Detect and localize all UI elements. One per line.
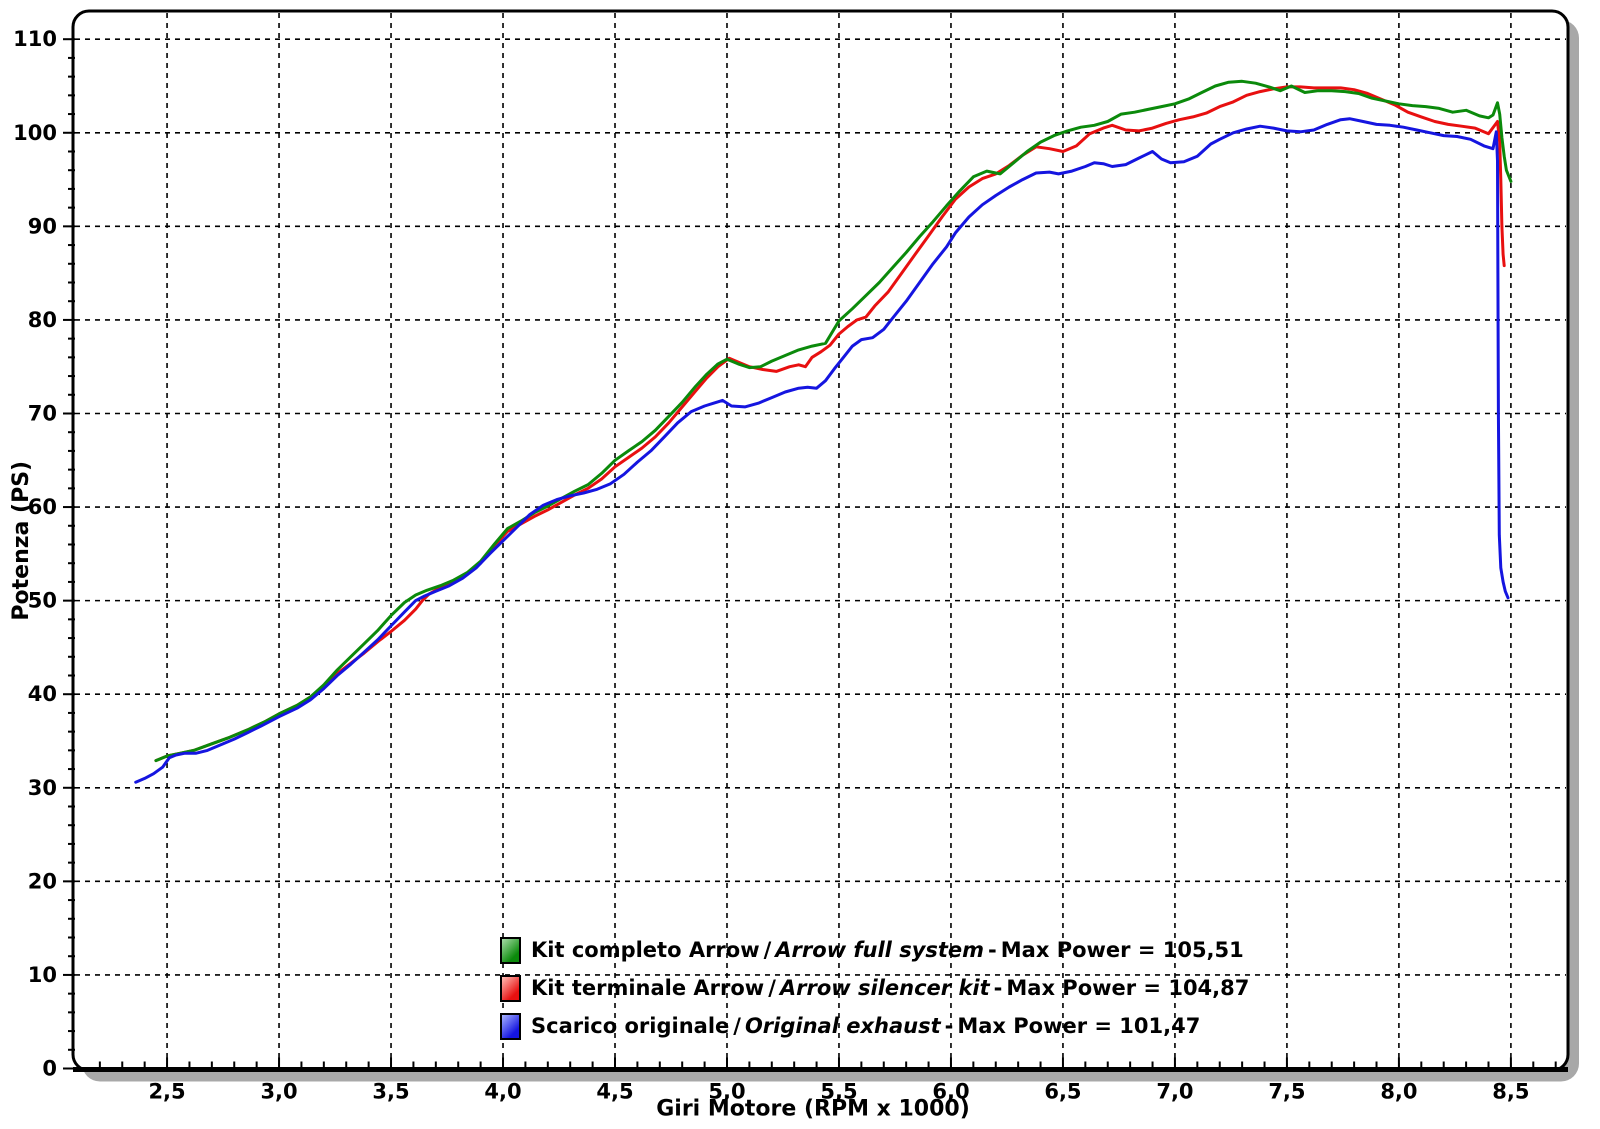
legend-name-english: Arrow silencer kit	[779, 976, 990, 1000]
y-tick-label: 20	[28, 869, 57, 893]
x-axis-title: Giri Motore (RPM x 1000)	[656, 1097, 970, 1122]
x-tick-label: 2,5	[148, 1080, 185, 1104]
legend-label: Scarico originale / Original exhaust - Max P…	[531, 1014, 1200, 1038]
legend-swatch-silencer-kit	[500, 974, 521, 1002]
legend-name-english: Arrow full system	[775, 938, 985, 962]
legend-item: Kit completo Arrow / Arrow full system - Max…	[500, 936, 1249, 964]
y-tick-label: 10	[28, 963, 57, 987]
legend-item: Kit terminale Arrow / Arrow silencer kit - M…	[500, 974, 1249, 1002]
legend-name-italian: Kit terminale Arrow	[531, 976, 765, 1000]
y-tick-label: 110	[13, 27, 57, 51]
y-tick-label: 0	[42, 1057, 57, 1081]
legend: Kit completo Arrow / Arrow full system - Max…	[500, 936, 1249, 1040]
x-tick-label: 6,0	[932, 1080, 969, 1104]
legend-dash: -	[993, 976, 1003, 1000]
x-tick-label: 7,5	[1268, 1080, 1305, 1104]
x-tick-label: 6,5	[1044, 1080, 1081, 1104]
x-tick-label: 7,0	[1156, 1080, 1193, 1104]
legend-dash: -	[988, 938, 997, 962]
legend-name-english: Original exhaust	[744, 1014, 941, 1038]
legend-max-power: Max Power = 105,51	[1000, 938, 1244, 962]
y-tick-label: 40	[28, 682, 57, 706]
legend-item: Scarico originale / Original exhaust - Max P…	[500, 1012, 1249, 1040]
legend-label: Kit terminale Arrow / Arrow silencer kit - M…	[531, 976, 1249, 1000]
legend-separator: /	[733, 1014, 741, 1038]
series-curve-1	[154, 79, 1513, 763]
legend-label: Kit completo Arrow / Arrow full system - Max…	[531, 938, 1244, 962]
series-curve-2	[134, 117, 1510, 784]
y-tick-label: 90	[28, 214, 57, 238]
y-tick-label: 50	[28, 589, 57, 613]
legend-dash: -	[944, 1014, 954, 1038]
x-tick-label: 4,5	[596, 1080, 633, 1104]
y-tick-label: 70	[28, 401, 57, 425]
x-tick-label: 8,5	[1492, 1080, 1529, 1104]
y-tick-label: 30	[28, 776, 57, 800]
legend-max-power: Max Power = 104,87	[1006, 976, 1250, 1000]
y-axis-title: Potenza (PS)	[9, 461, 34, 621]
x-tick-label: 4,0	[484, 1080, 521, 1104]
y-tick-label: 60	[28, 495, 57, 519]
x-tick-label: 3,0	[260, 1080, 297, 1104]
legend-max-power: Max Power = 101,47	[957, 1014, 1201, 1038]
series-curve-0	[154, 85, 1506, 763]
legend-swatch-full-system	[500, 936, 521, 964]
x-tick-label: 8,0	[1380, 1080, 1417, 1104]
x-tick-label: 3,5	[372, 1080, 409, 1104]
y-tick-label: 80	[28, 308, 57, 332]
legend-swatch-original-exhaust	[500, 1012, 521, 1040]
x-tick-label: 5,0	[708, 1080, 745, 1104]
y-tick-label: 100	[13, 121, 57, 145]
legend-name-italian: Kit completo Arrow	[531, 938, 760, 962]
legend-separator: /	[768, 976, 776, 1000]
legend-name-italian: Scarico originale	[531, 1014, 730, 1038]
legend-separator: /	[763, 938, 772, 962]
plot-background	[73, 11, 1568, 1071]
x-tick-label: 5,5	[820, 1080, 857, 1104]
